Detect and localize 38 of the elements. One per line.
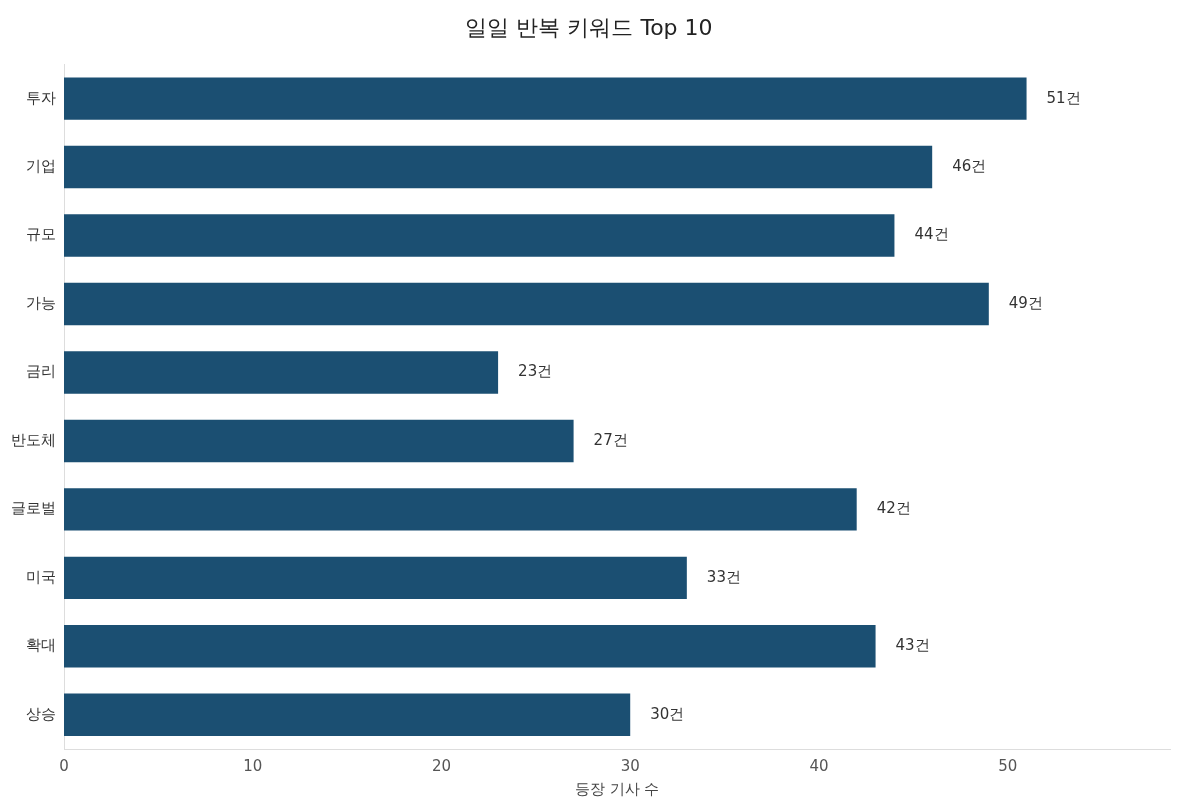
x-tick-label: 20 [431,756,452,775]
bar [64,214,895,257]
y-tick-label: 금리 [26,362,56,381]
y-tick-label: 글로벌 [11,499,56,518]
y-tick-label: 상승 [26,704,56,723]
x-tick-label: 50 [998,756,1018,775]
data-label: 49건 [1008,293,1043,312]
data-label: 23건 [518,362,553,381]
data-label: 43건 [895,636,930,655]
x-tick-label: 40 [809,756,829,775]
y-tick-label: 규모 [26,225,56,244]
y-tick-label: 미국 [26,567,56,586]
data-label: 30건 [650,704,685,723]
bar [64,282,989,326]
x-tick-label: 10 [243,756,263,775]
y-tick-label: 기업 [26,156,56,175]
chart-title: 일일 반복 키워드 Top 10 [465,14,713,40]
bar [64,625,876,668]
bar [64,556,687,600]
x-tick-label: 30 [620,756,640,775]
y-tick-label: 가능 [26,293,56,312]
data-label: 46건 [952,156,987,175]
bar [64,145,933,189]
bar [64,693,631,736]
data-label: 51건 [1046,88,1081,107]
data-label: 33건 [706,567,741,586]
y-tick-label: 반도체 [11,430,56,449]
x-tick-label: 0 [59,756,69,775]
y-tick-label: 확대 [26,636,56,655]
data-label: 42건 [876,499,911,518]
data-label: 27건 [593,430,628,449]
bar [64,488,857,531]
bar [64,351,499,394]
x-axis-title: 등장 기사 수 [574,779,660,798]
data-label: 44건 [914,225,949,244]
bar [64,77,1027,120]
bar [64,419,574,463]
y-tick-label: 투자 [26,88,56,107]
